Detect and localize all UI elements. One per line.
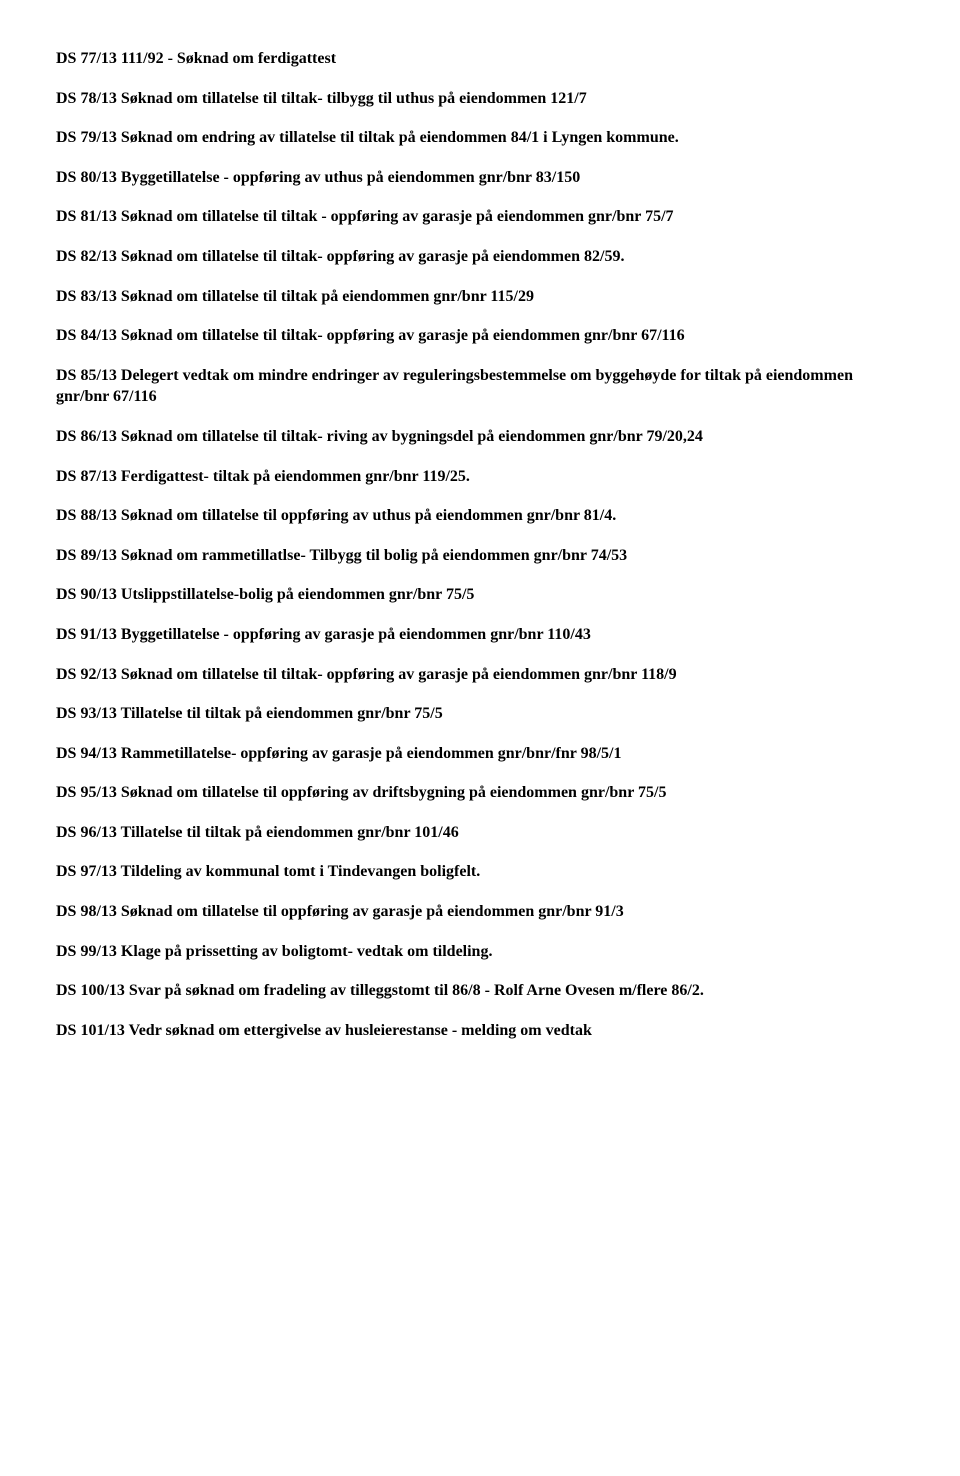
list-item: DS 99/13 Klage på prissetting av boligto…	[56, 941, 904, 963]
list-item: DS 95/13 Søknad om tillatelse til oppfør…	[56, 782, 904, 804]
list-item: DS 90/13 Utslippstillatelse-bolig på eie…	[56, 584, 904, 606]
list-item: DS 88/13 Søknad om tillatelse til oppfør…	[56, 505, 904, 527]
list-item: DS 79/13 Søknad om endring av tillatelse…	[56, 127, 904, 149]
list-item: DS 77/13 111/92 - Søknad om ferdigattest	[56, 48, 904, 70]
document-body: DS 77/13 111/92 - Søknad om ferdigattest…	[56, 48, 904, 1041]
list-item: DS 86/13 Søknad om tillatelse til tiltak…	[56, 426, 904, 448]
list-item: DS 92/13 Søknad om tillatelse til tiltak…	[56, 664, 904, 686]
list-item: DS 98/13 Søknad om tillatelse til oppfør…	[56, 901, 904, 923]
list-item: DS 96/13 Tillatelse til tiltak på eiendo…	[56, 822, 904, 844]
list-item: DS 87/13 Ferdigattest- tiltak på eiendom…	[56, 466, 904, 488]
list-item: DS 97/13 Tildeling av kommunal tomt i Ti…	[56, 861, 904, 883]
list-item: DS 93/13 Tillatelse til tiltak på eiendo…	[56, 703, 904, 725]
list-item: DS 80/13 Byggetillatelse - oppføring av …	[56, 167, 904, 189]
list-item: DS 94/13 Rammetillatelse- oppføring av g…	[56, 743, 904, 765]
list-item: DS 82/13 Søknad om tillatelse til tiltak…	[56, 246, 904, 268]
list-item: DS 91/13 Byggetillatelse - oppføring av …	[56, 624, 904, 646]
list-item: DS 89/13 Søknad om rammetillatlse- Tilby…	[56, 545, 904, 567]
list-item: DS 81/13 Søknad om tillatelse til tiltak…	[56, 206, 904, 228]
list-item: DS 85/13 Delegert vedtak om mindre endri…	[56, 365, 904, 408]
list-item: DS 100/13 Svar på søknad om fradeling av…	[56, 980, 904, 1002]
list-item: DS 78/13 Søknad om tillatelse til tiltak…	[56, 88, 904, 110]
list-item: DS 84/13 Søknad om tillatelse til tiltak…	[56, 325, 904, 347]
list-item: DS 101/13 Vedr søknad om ettergivelse av…	[56, 1020, 904, 1042]
list-item: DS 83/13 Søknad om tillatelse til tiltak…	[56, 286, 904, 308]
